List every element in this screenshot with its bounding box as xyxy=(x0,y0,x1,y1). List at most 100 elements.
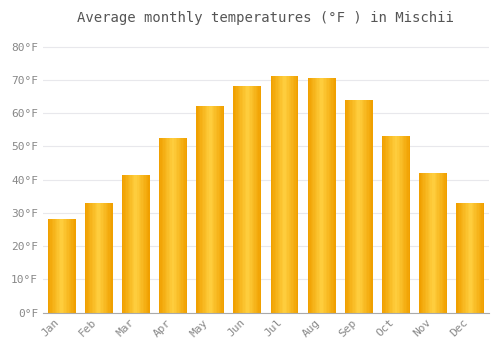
Bar xyxy=(324,78,326,313)
Bar xyxy=(346,100,348,313)
Bar xyxy=(384,136,385,313)
Bar xyxy=(444,173,446,313)
Bar xyxy=(222,106,223,313)
Bar xyxy=(66,219,67,313)
Bar xyxy=(246,86,248,313)
Bar xyxy=(142,175,143,313)
Bar xyxy=(328,78,330,313)
Bar xyxy=(333,78,334,313)
Bar xyxy=(438,173,440,313)
Bar xyxy=(89,203,90,313)
Bar xyxy=(292,76,293,313)
Bar xyxy=(425,173,426,313)
Bar xyxy=(252,86,253,313)
Bar xyxy=(432,173,433,313)
Bar xyxy=(177,138,178,313)
Bar xyxy=(385,136,386,313)
Bar xyxy=(393,136,394,313)
Bar xyxy=(248,86,250,313)
Bar xyxy=(56,219,58,313)
Bar xyxy=(330,78,332,313)
Bar xyxy=(126,175,128,313)
Bar xyxy=(352,100,354,313)
Bar xyxy=(183,138,184,313)
Bar xyxy=(436,173,438,313)
Bar xyxy=(372,100,373,313)
Bar xyxy=(280,76,282,313)
Bar xyxy=(364,100,366,313)
Bar xyxy=(400,136,402,313)
Bar xyxy=(122,175,124,313)
Bar xyxy=(85,203,86,313)
Bar xyxy=(464,203,466,313)
Bar xyxy=(244,86,246,313)
Bar xyxy=(166,138,168,313)
Bar xyxy=(173,138,174,313)
Bar xyxy=(443,173,444,313)
Bar xyxy=(363,100,364,313)
Bar xyxy=(420,173,422,313)
Bar xyxy=(136,175,138,313)
Bar xyxy=(210,106,212,313)
Bar xyxy=(96,203,98,313)
Bar xyxy=(169,138,170,313)
Bar xyxy=(354,100,356,313)
Bar xyxy=(284,76,286,313)
Bar xyxy=(222,106,224,313)
Bar xyxy=(88,203,89,313)
Bar xyxy=(390,136,392,313)
Bar xyxy=(460,203,462,313)
Bar xyxy=(407,136,408,313)
Bar xyxy=(234,86,235,313)
Bar xyxy=(160,138,162,313)
Bar xyxy=(93,203,94,313)
Bar xyxy=(426,173,428,313)
Title: Average monthly temperatures (°F ) in Mischii: Average monthly temperatures (°F ) in Mi… xyxy=(78,11,454,25)
Bar xyxy=(74,219,76,313)
Bar xyxy=(320,78,322,313)
Bar xyxy=(258,86,260,313)
Bar xyxy=(434,173,436,313)
Bar xyxy=(106,203,107,313)
Bar xyxy=(314,78,316,313)
Bar xyxy=(176,138,177,313)
Bar xyxy=(442,173,443,313)
Bar xyxy=(367,100,368,313)
Bar xyxy=(146,175,147,313)
Bar xyxy=(170,138,172,313)
Bar xyxy=(296,76,297,313)
Bar xyxy=(430,173,432,313)
Bar xyxy=(464,203,465,313)
Bar xyxy=(274,76,275,313)
Bar xyxy=(422,173,424,313)
Bar xyxy=(404,136,406,313)
Bar xyxy=(283,76,284,313)
Bar xyxy=(130,175,132,313)
Bar xyxy=(220,106,222,313)
Bar xyxy=(356,100,358,313)
Bar xyxy=(424,173,425,313)
Bar xyxy=(279,76,280,313)
Bar xyxy=(310,78,312,313)
Bar xyxy=(350,100,352,313)
Bar xyxy=(469,203,470,313)
Bar xyxy=(345,100,346,313)
Bar xyxy=(53,219,54,313)
Bar xyxy=(419,173,420,313)
Bar xyxy=(67,219,68,313)
Bar xyxy=(148,175,150,313)
Bar xyxy=(312,78,314,313)
Bar xyxy=(399,136,400,313)
Bar xyxy=(164,138,166,313)
Bar xyxy=(159,138,160,313)
Bar xyxy=(428,173,429,313)
Bar xyxy=(138,175,140,313)
Bar xyxy=(63,219,64,313)
Bar xyxy=(278,76,279,313)
Bar xyxy=(100,203,102,313)
Bar xyxy=(388,136,389,313)
Bar xyxy=(236,86,238,313)
Bar xyxy=(90,203,92,313)
Bar xyxy=(396,136,398,313)
Bar xyxy=(174,138,176,313)
